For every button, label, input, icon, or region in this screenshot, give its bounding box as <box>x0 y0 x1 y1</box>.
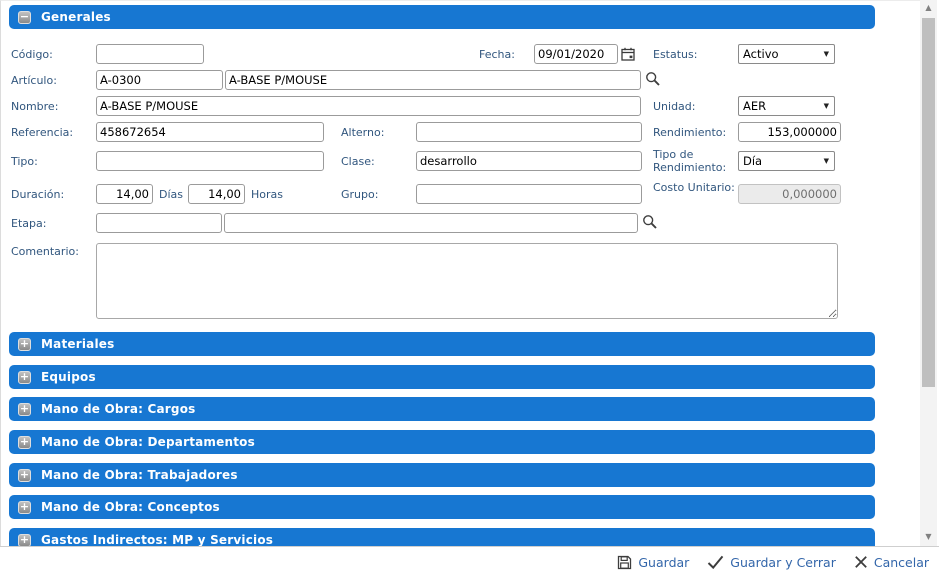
tipo-input[interactable] <box>96 151 324 171</box>
unidad-value: AER <box>743 99 767 113</box>
estatus-label: Estatus: <box>653 48 698 61</box>
alterno-label: Alterno: <box>341 126 385 139</box>
duracion-label: Duración: <box>11 188 65 201</box>
estatus-select[interactable]: Activo ▼ <box>738 44 835 64</box>
section-title: Mano de Obra: Conceptos <box>41 500 220 514</box>
etapa-name-input[interactable] <box>224 213 638 233</box>
save-button[interactable]: Guardar <box>617 555 689 570</box>
section-header-generales[interactable]: − Generales <box>9 5 875 29</box>
etapa-label: Etapa: <box>11 217 47 230</box>
rendimiento-label: Rendimiento: <box>653 126 727 139</box>
dropdown-arrow-icon: ▼ <box>823 157 829 165</box>
dropdown-arrow-icon: ▼ <box>823 50 829 58</box>
referencia-input[interactable] <box>96 122 324 142</box>
clase-input[interactable] <box>416 151 642 171</box>
tipo-rendimiento-value: Día <box>743 154 763 168</box>
expand-icon[interactable]: + <box>18 499 31 514</box>
collapse-icon[interactable]: − <box>18 9 31 24</box>
section-title: Equipos <box>41 370 96 384</box>
section-title: Mano de Obra: Departamentos <box>41 435 255 449</box>
codigo-label: Código: <box>11 48 53 61</box>
fecha-input[interactable] <box>534 44 618 64</box>
section-header-mano-obra-trabajadores[interactable]: + Mano de Obra: Trabajadores <box>9 463 875 487</box>
duracion-horas-input[interactable] <box>188 184 245 204</box>
horas-unit-label: Horas <box>251 188 283 201</box>
expand-icon[interactable]: + <box>18 401 31 416</box>
fecha-label: Fecha: <box>479 48 515 61</box>
dias-unit-label: Días <box>159 188 183 201</box>
nombre-label: Nombre: <box>11 100 59 113</box>
nombre-input[interactable] <box>96 96 641 116</box>
section-header-materiales[interactable]: + Materiales <box>9 332 875 356</box>
action-bar: Guardar Guardar y Cerrar Cancelar <box>0 546 939 577</box>
articulo-name-input[interactable] <box>225 70 641 90</box>
costo-unitario-label: Costo Unitario: <box>653 181 735 194</box>
clase-label: Clase: <box>341 155 375 168</box>
tipo-rendimiento-select[interactable]: Día ▼ <box>738 151 835 171</box>
costo-unitario-input <box>738 184 841 204</box>
duracion-dias-input[interactable] <box>96 184 153 204</box>
expand-icon[interactable]: + <box>18 467 31 482</box>
comentario-label: Comentario: <box>11 245 79 258</box>
tipo-rendimiento-label: Tipo de Rendimiento: <box>653 148 727 174</box>
save-and-close-button[interactable]: Guardar y Cerrar <box>707 555 836 570</box>
unidad-label: Unidad: <box>653 100 696 113</box>
section-header-equipos[interactable]: + Equipos <box>9 365 875 389</box>
tipo-label: Tipo: <box>11 155 38 168</box>
search-icon[interactable] <box>642 214 658 230</box>
floppy-icon <box>617 555 632 570</box>
grupo-label: Grupo: <box>341 188 379 201</box>
section-title: Gastos Indirectos: MP y Servicios <box>41 533 274 546</box>
estatus-value: Activo <box>743 47 779 61</box>
referencia-label: Referencia: <box>11 126 74 139</box>
articulo-code-input[interactable] <box>96 70 223 90</box>
section-header-mano-obra-cargos[interactable]: + Mano de Obra: Cargos <box>9 397 875 421</box>
expand-icon[interactable]: + <box>18 434 31 449</box>
scrollbar[interactable]: ▲ ▼ <box>920 0 937 546</box>
expand-icon[interactable]: + <box>18 369 31 384</box>
grupo-input[interactable] <box>416 184 642 204</box>
scrollbar-thumb[interactable] <box>922 18 935 387</box>
scroll-down-arrow-icon[interactable]: ▼ <box>925 532 932 541</box>
expand-icon[interactable]: + <box>18 532 31 546</box>
codigo-input[interactable] <box>96 44 204 64</box>
articulo-label: Artículo: <box>11 74 57 87</box>
section-title: Generales <box>41 10 111 24</box>
form-scroll-area: − Generales Código: Fecha: Estatus: Acti… <box>0 0 920 546</box>
section-title: Materiales <box>41 337 115 351</box>
section-title: Mano de Obra: Cargos <box>41 402 196 416</box>
section-header-mano-obra-departamentos[interactable]: + Mano de Obra: Departamentos <box>9 430 875 454</box>
cancel-label: Cancelar <box>873 554 929 570</box>
unidad-select[interactable]: AER ▼ <box>738 96 835 116</box>
check-icon <box>707 555 724 570</box>
scroll-up-arrow-icon[interactable]: ▲ <box>925 3 932 12</box>
comentario-textarea[interactable] <box>96 243 838 319</box>
expand-icon[interactable]: + <box>18 336 31 351</box>
search-icon[interactable] <box>645 71 661 87</box>
cancel-button[interactable]: Cancelar <box>854 555 929 570</box>
rendimiento-input[interactable] <box>738 122 841 142</box>
dropdown-arrow-icon: ▼ <box>823 102 829 110</box>
save-label: Guardar <box>638 554 690 570</box>
section-title: Mano de Obra: Trabajadores <box>41 468 238 482</box>
save-and-close-label: Guardar y Cerrar <box>730 554 836 570</box>
section-header-mano-obra-conceptos[interactable]: + Mano de Obra: Conceptos <box>9 495 875 519</box>
etapa-code-input[interactable] <box>96 213 222 233</box>
calendar-icon[interactable] <box>621 47 635 61</box>
section-header-gastos-indirectos[interactable]: + Gastos Indirectos: MP y Servicios <box>9 528 875 546</box>
x-icon <box>854 555 868 569</box>
alterno-input[interactable] <box>416 122 642 142</box>
